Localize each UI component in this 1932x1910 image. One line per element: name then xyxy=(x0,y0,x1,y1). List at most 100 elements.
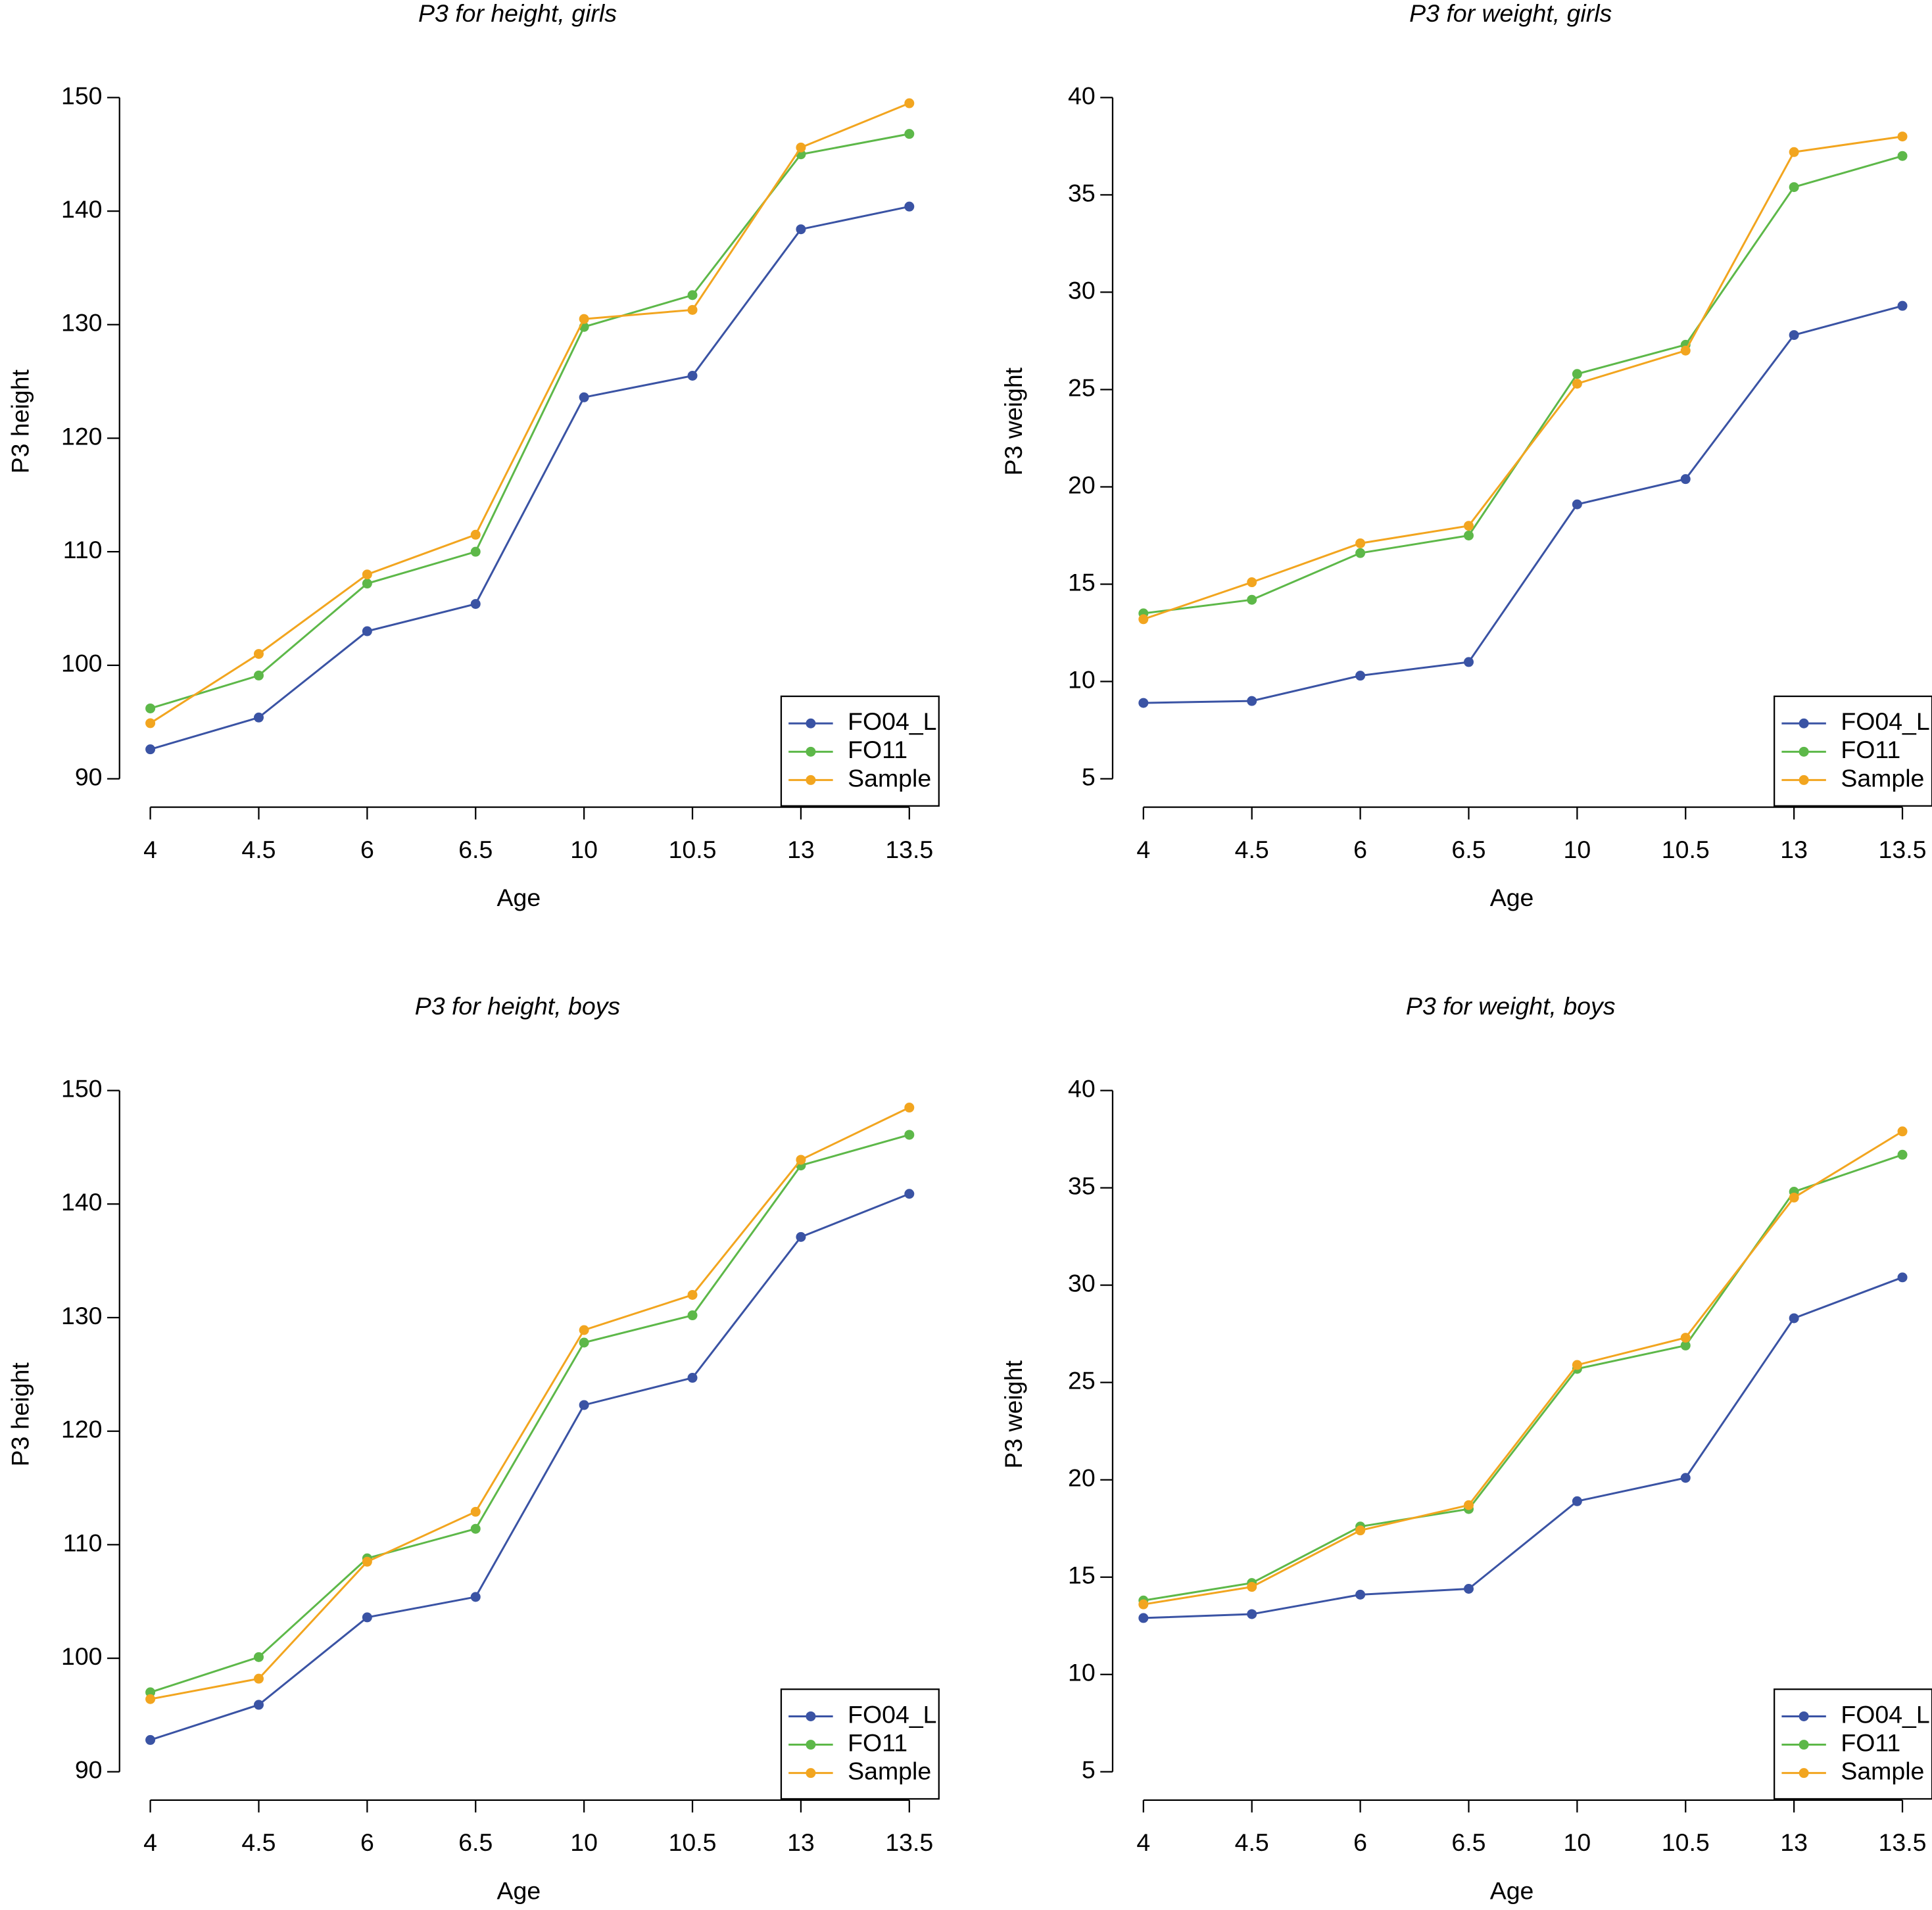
data-point xyxy=(145,744,156,755)
data-point xyxy=(1355,1525,1366,1536)
data-point xyxy=(1897,1149,1908,1160)
y-tick-label: 120 xyxy=(61,1416,103,1443)
x-axis-title: Age xyxy=(497,1876,541,1904)
y-tick-label: 5 xyxy=(1082,763,1096,790)
legend-label: FO04_L xyxy=(848,707,936,735)
data-point xyxy=(470,1592,481,1602)
legend-label: FO11 xyxy=(1841,736,1900,763)
y-tick-label: 110 xyxy=(63,536,103,563)
data-point xyxy=(1789,330,1799,341)
x-tick-label: 10.5 xyxy=(669,836,717,863)
data-point xyxy=(1789,147,1799,157)
x-axis-title: Age xyxy=(1490,1876,1534,1904)
data-point xyxy=(1680,345,1691,356)
legend-label: Sample xyxy=(1841,764,1924,792)
data-point xyxy=(253,1700,264,1710)
x-tick-label: 6.5 xyxy=(1451,1828,1485,1856)
legend-marker xyxy=(806,1740,816,1750)
data-point xyxy=(796,142,806,153)
x-tick-label: 6 xyxy=(360,836,374,863)
x-tick-label: 4.5 xyxy=(1235,836,1269,863)
data-point xyxy=(904,1103,915,1113)
data-point xyxy=(1897,151,1908,161)
y-tick-label: 10 xyxy=(1068,665,1096,693)
x-tick-label: 4.5 xyxy=(241,1828,276,1856)
x-tick-label: 6.5 xyxy=(458,836,493,863)
data-point xyxy=(579,314,589,324)
chart-title: P3 for weight, girls xyxy=(1409,0,1612,27)
x-tick-label: 10 xyxy=(570,1828,598,1856)
legend-marker xyxy=(806,1711,816,1721)
data-point xyxy=(1355,1589,1366,1600)
y-tick-label: 30 xyxy=(1068,276,1096,304)
y-tick-label: 150 xyxy=(61,82,103,109)
y-tick-label: 40 xyxy=(1068,1075,1096,1103)
data-point xyxy=(1247,1582,1257,1592)
y-tick-label: 5 xyxy=(1082,1756,1096,1784)
legend-marker xyxy=(1799,775,1809,785)
data-point xyxy=(470,1523,481,1534)
data-point xyxy=(470,599,481,609)
x-tick-label: 13.5 xyxy=(1879,836,1927,863)
series-line xyxy=(1143,1130,1903,1606)
x-tick-label: 13 xyxy=(1780,1828,1808,1856)
data-point xyxy=(253,1652,264,1662)
data-point xyxy=(362,1556,372,1567)
legend-marker xyxy=(806,1768,816,1779)
y-tick-label: 90 xyxy=(75,763,103,790)
chart-title: P3 for height, boys xyxy=(415,992,620,1020)
x-tick-label: 4 xyxy=(143,1828,157,1856)
legend-label: FO04_L xyxy=(1841,1700,1929,1728)
legend-label: Sample xyxy=(1841,1757,1924,1785)
y-axis-title: P3 weight xyxy=(1000,1360,1027,1469)
data-point xyxy=(1355,671,1366,681)
data-point xyxy=(904,129,915,139)
y-axis-title: P3 height xyxy=(7,1362,34,1467)
series-line xyxy=(150,133,910,709)
data-point xyxy=(1789,1192,1799,1203)
legend-label: Sample xyxy=(848,1757,931,1785)
data-point xyxy=(1247,696,1257,706)
series-line xyxy=(149,102,910,725)
data-point xyxy=(1680,1340,1691,1350)
data-point xyxy=(1572,1496,1582,1506)
y-tick-label: 140 xyxy=(61,195,103,223)
legend-marker xyxy=(806,775,816,785)
y-tick-label: 35 xyxy=(1068,179,1096,206)
data-point xyxy=(470,1506,481,1517)
data-point xyxy=(1247,1609,1257,1619)
y-tick-label: 90 xyxy=(75,1756,103,1784)
x-tick-label: 4.5 xyxy=(241,836,276,863)
series-line xyxy=(1143,1153,1903,1602)
x-tick-label: 10.5 xyxy=(669,1828,717,1856)
x-tick-label: 4 xyxy=(1136,836,1150,863)
legend-label: FO11 xyxy=(848,1729,907,1756)
data-point xyxy=(470,529,481,540)
y-tick-label: 130 xyxy=(61,309,103,337)
y-tick-label: 30 xyxy=(1068,1270,1096,1297)
data-point xyxy=(579,392,589,402)
x-tick-label: 10.5 xyxy=(1662,836,1710,863)
data-point xyxy=(687,290,698,300)
data-point xyxy=(579,1325,589,1335)
data-point xyxy=(904,201,915,212)
data-point xyxy=(253,649,264,659)
x-tick-label: 10.5 xyxy=(1662,1828,1710,1856)
data-point xyxy=(1463,521,1474,531)
data-point xyxy=(1247,577,1257,588)
y-tick-label: 20 xyxy=(1068,471,1096,498)
data-point xyxy=(1680,1333,1691,1343)
data-point xyxy=(362,626,372,636)
x-tick-label: 4 xyxy=(143,836,157,863)
data-point xyxy=(1138,1613,1149,1623)
x-tick-label: 13.5 xyxy=(885,1828,933,1856)
data-point xyxy=(1897,1272,1908,1283)
data-point xyxy=(1572,379,1582,389)
data-point xyxy=(904,1189,915,1199)
y-tick-label: 100 xyxy=(61,1642,103,1670)
data-point xyxy=(687,1289,698,1300)
data-point xyxy=(1355,548,1366,558)
x-tick-label: 13.5 xyxy=(885,836,933,863)
